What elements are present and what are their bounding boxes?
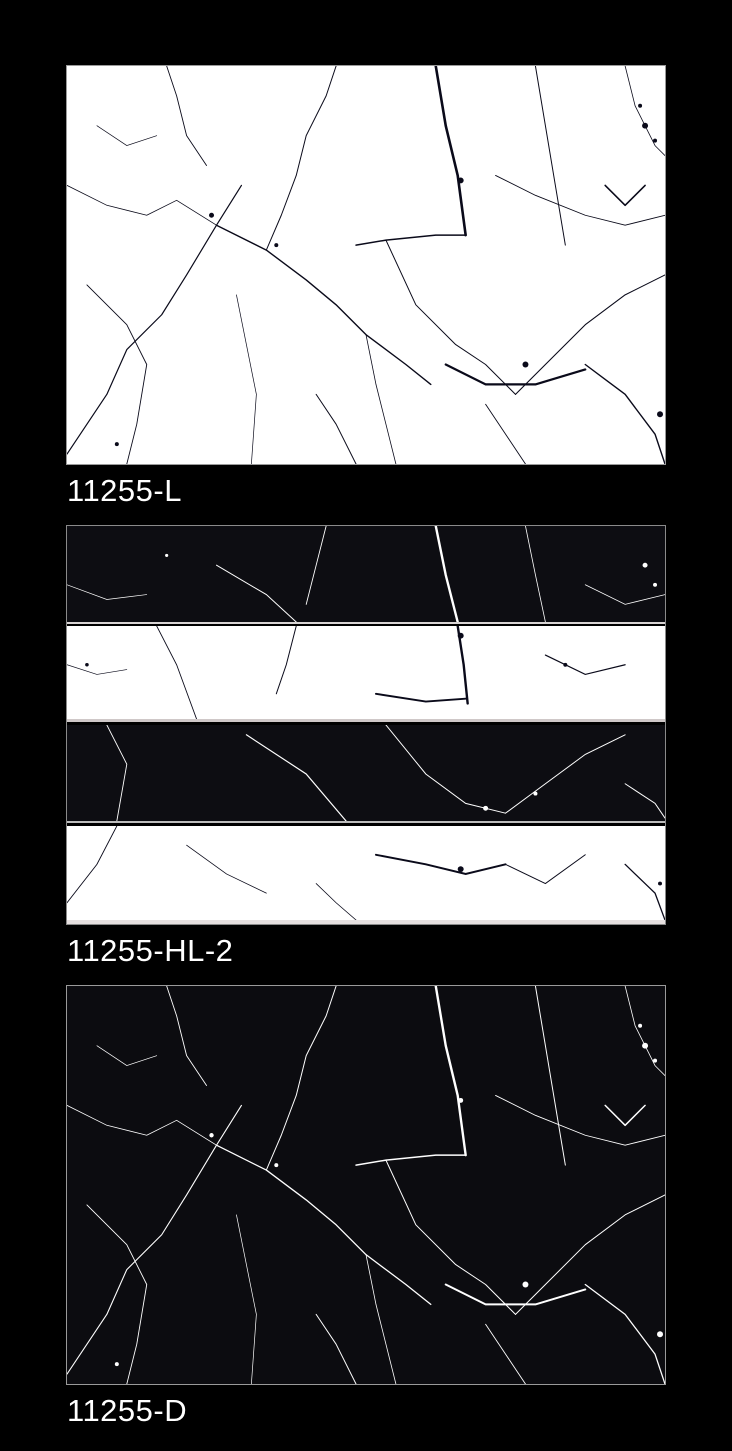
tile-code-label: 11255-L xyxy=(67,473,182,508)
white-marble-band xyxy=(67,826,665,924)
marble-vein-pattern-dark xyxy=(67,986,665,1384)
tile-image-11255-l xyxy=(66,65,666,465)
tile-code-label: 11255-HL-2 xyxy=(67,933,234,968)
marble-vein-pattern-light xyxy=(67,66,665,464)
marble-vein-pattern xyxy=(67,526,665,622)
black-marble-band xyxy=(67,526,665,624)
marble-vein-pattern xyxy=(67,626,626,719)
black-marble-band xyxy=(67,725,665,823)
white-marble-band xyxy=(67,626,665,722)
tile-image-11255-hl-2 xyxy=(66,525,666,925)
tile-image-11255-d xyxy=(66,985,666,1385)
tile-code-label: 11255-D xyxy=(67,1393,188,1428)
marble-vein-pattern xyxy=(67,826,665,920)
marble-vein-pattern xyxy=(106,725,665,821)
